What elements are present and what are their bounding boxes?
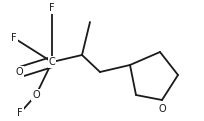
Text: O: O — [15, 67, 23, 77]
Text: F: F — [11, 33, 17, 43]
Text: O: O — [32, 90, 40, 100]
Text: C: C — [48, 57, 55, 67]
Text: F: F — [49, 3, 54, 13]
Text: O: O — [157, 104, 165, 114]
Text: F: F — [17, 108, 23, 118]
